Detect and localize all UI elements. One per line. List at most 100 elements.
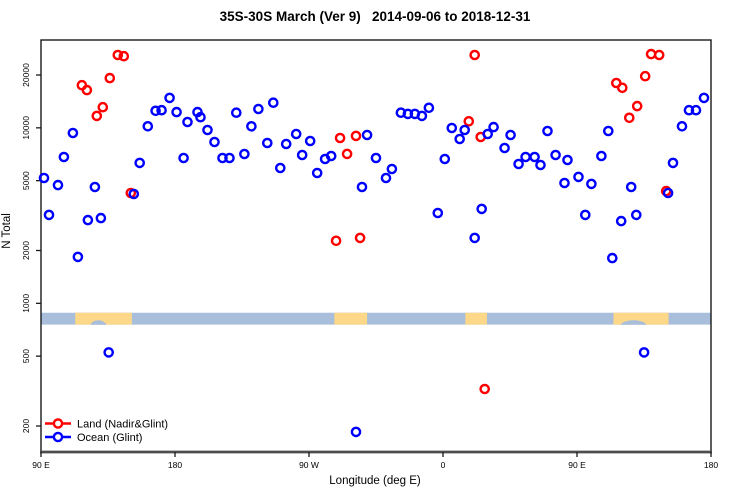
data-point-land bbox=[350, 130, 362, 142]
x-tick-label: 0 bbox=[441, 460, 446, 470]
data-point-ocean bbox=[230, 107, 242, 118]
data-point-ocean bbox=[52, 179, 64, 191]
data-point-ocean bbox=[423, 102, 435, 114]
land-points bbox=[76, 48, 672, 395]
data-point-ocean bbox=[182, 116, 193, 128]
data-point-ocean bbox=[82, 214, 94, 226]
data-point-ocean bbox=[625, 181, 637, 193]
data-point-ocean bbox=[432, 207, 444, 219]
map-strip-ocean bbox=[41, 312, 711, 325]
y-tick-label: 20000 bbox=[21, 63, 31, 87]
data-point-ocean bbox=[290, 128, 302, 140]
data-point-land bbox=[112, 49, 124, 61]
data-point-land bbox=[624, 112, 635, 124]
data-point-ocean bbox=[296, 149, 308, 161]
data-point-ocean bbox=[311, 167, 323, 179]
data-point-ocean bbox=[603, 125, 614, 137]
axes: 90 E 180 90 W 0 90 E 180 200 500 1000 2000 5000 100… bbox=[21, 39, 718, 470]
data-point-land bbox=[341, 148, 353, 160]
data-point-ocean bbox=[446, 122, 458, 134]
data-point-ocean bbox=[573, 171, 584, 183]
data-point-ocean bbox=[469, 232, 481, 244]
data-point-ocean bbox=[202, 124, 213, 136]
x-tick-label: 90 E bbox=[32, 460, 50, 470]
data-point-land bbox=[97, 101, 109, 113]
data-point-land bbox=[81, 84, 93, 96]
legend-label: Land (Nadir&Glint) bbox=[77, 419, 168, 431]
map-strip-gulf bbox=[90, 320, 107, 325]
data-point-ocean bbox=[209, 136, 220, 148]
x-tick-label: 90 E bbox=[568, 460, 586, 470]
data-point-ocean bbox=[459, 124, 471, 136]
data-point-ocean bbox=[454, 133, 466, 145]
data-point-ocean bbox=[178, 152, 189, 164]
map-strip-land bbox=[465, 312, 487, 325]
ocean-points bbox=[38, 92, 710, 438]
map-strip-land bbox=[334, 312, 368, 325]
legend-marker bbox=[52, 418, 64, 429]
data-point-ocean bbox=[586, 178, 597, 190]
data-point-ocean bbox=[439, 153, 451, 165]
data-point-ocean bbox=[103, 347, 114, 358]
data-point-ocean bbox=[596, 150, 607, 162]
legend-label: Ocean (Glint) bbox=[77, 432, 142, 444]
data-point-ocean bbox=[529, 151, 540, 163]
data-point-ocean bbox=[638, 347, 650, 358]
y-tick-label: 10000 bbox=[21, 116, 31, 140]
data-point-land bbox=[330, 235, 342, 247]
data-point-ocean bbox=[356, 181, 368, 193]
data-point-ocean bbox=[43, 209, 55, 221]
data-point-ocean bbox=[513, 158, 524, 170]
data-point-ocean bbox=[246, 121, 257, 132]
y-axis-label: N Total bbox=[1, 213, 13, 249]
data-point-ocean bbox=[274, 162, 286, 174]
data-point-ocean bbox=[325, 150, 337, 162]
data-point-ocean bbox=[683, 104, 695, 116]
data-point-ocean bbox=[676, 121, 688, 132]
data-point-land bbox=[334, 132, 346, 144]
data-point-land bbox=[639, 70, 651, 82]
data-point-ocean bbox=[698, 92, 710, 104]
x-tick-label: 180 bbox=[168, 460, 182, 470]
data-point-land bbox=[463, 116, 475, 127]
data-point-ocean bbox=[89, 181, 101, 193]
data-point-ocean bbox=[559, 177, 570, 189]
data-point-ocean bbox=[690, 104, 702, 116]
data-point-ocean bbox=[667, 157, 679, 169]
data-point-ocean bbox=[350, 426, 362, 438]
data-point-land bbox=[631, 100, 643, 112]
data-point-ocean bbox=[280, 138, 292, 150]
x-tick-label: 90 W bbox=[299, 460, 319, 470]
data-point-ocean bbox=[488, 121, 499, 133]
data-point-land bbox=[354, 232, 366, 244]
data-point-ocean bbox=[58, 151, 70, 163]
y-tick-label: 500 bbox=[21, 349, 31, 363]
data-point-ocean bbox=[142, 121, 154, 132]
data-point-ocean bbox=[580, 209, 591, 221]
data-point-ocean bbox=[253, 103, 264, 115]
chart-title: 35S-30S March (Ver 9) 2014-09-06 to 2018… bbox=[219, 9, 531, 24]
data-point-ocean bbox=[72, 251, 84, 263]
data-point-land bbox=[653, 49, 665, 61]
data-point-ocean bbox=[482, 128, 494, 140]
data-point-ocean bbox=[631, 209, 642, 221]
legend-marker bbox=[52, 431, 64, 443]
data-point-ocean bbox=[156, 104, 167, 116]
map-strip-land bbox=[75, 312, 132, 325]
data-point-ocean bbox=[304, 135, 316, 147]
data-point-ocean bbox=[402, 108, 414, 120]
x-tick-label: 180 bbox=[704, 460, 718, 470]
data-point-ocean bbox=[261, 137, 273, 149]
data-point-ocean bbox=[171, 106, 182, 118]
data-point-ocean bbox=[386, 163, 398, 175]
data-point-ocean bbox=[550, 149, 561, 161]
data-point-land bbox=[617, 82, 628, 94]
data-point-ocean bbox=[267, 97, 279, 108]
data-point-ocean bbox=[195, 111, 206, 123]
data-point-ocean bbox=[535, 159, 546, 171]
y-tick-label: 1000 bbox=[21, 294, 31, 313]
map-strip-gulf bbox=[620, 320, 647, 325]
data-point-ocean bbox=[615, 215, 627, 227]
